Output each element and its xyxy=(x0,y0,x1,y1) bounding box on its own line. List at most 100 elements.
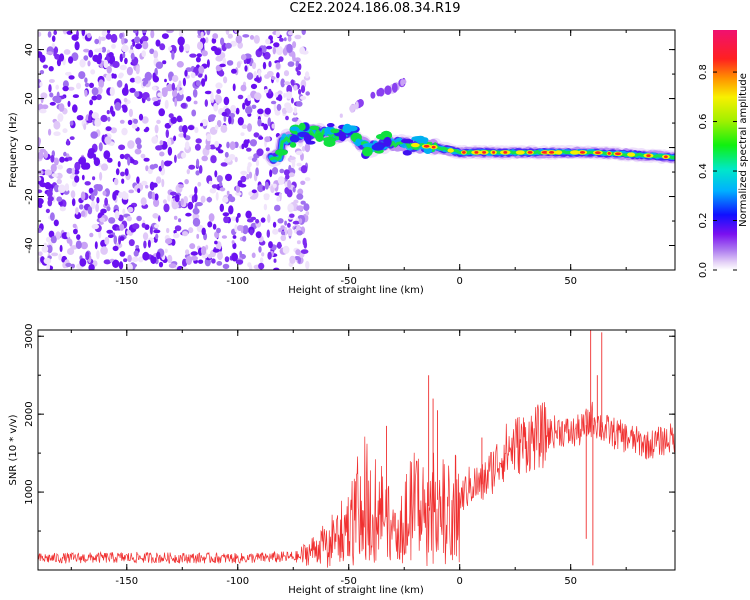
noise-speckle xyxy=(119,236,125,241)
noise-speckle xyxy=(232,83,236,92)
noise-speckle xyxy=(279,168,285,174)
noise-speckle xyxy=(264,136,271,143)
noise-speckle xyxy=(107,234,114,239)
noise-speckle xyxy=(207,221,213,228)
hot-spot xyxy=(431,145,436,149)
noise-speckle xyxy=(106,206,111,212)
y-tick-label: 3000 xyxy=(24,324,35,349)
noise-speckle xyxy=(165,238,173,245)
noise-speckle xyxy=(195,56,201,63)
noise-speckle xyxy=(258,136,264,140)
noise-speckle xyxy=(182,125,188,134)
noise-speckle xyxy=(111,110,116,117)
noise-speckle xyxy=(134,76,142,84)
noise-speckle xyxy=(56,178,62,185)
noise-speckle xyxy=(75,82,82,90)
noise-speckle xyxy=(264,107,271,115)
noise-speckle xyxy=(126,66,133,76)
noise-speckle xyxy=(263,203,268,211)
noise-speckle xyxy=(162,199,167,204)
noise-speckle xyxy=(287,228,293,237)
noise-speckle xyxy=(114,178,119,186)
noise-speckle xyxy=(274,204,281,212)
noise-speckle xyxy=(222,263,230,270)
noise-speckle xyxy=(206,133,212,142)
noise-speckle xyxy=(152,86,157,91)
noise-speckle xyxy=(67,156,73,161)
noise-speckle xyxy=(62,80,69,88)
noise-speckle xyxy=(138,113,144,121)
ridge-blob xyxy=(323,138,336,147)
hot-spot-halo xyxy=(627,152,636,157)
noise-speckle xyxy=(296,230,303,236)
ridge-blob xyxy=(275,149,288,156)
noise-speckle xyxy=(167,160,173,165)
colorbar xyxy=(713,30,737,270)
noise-speckle xyxy=(105,33,112,40)
noise-speckle xyxy=(88,49,94,58)
top-y-axis-label: Frequency (Hz) xyxy=(8,112,19,188)
noise-speckle xyxy=(118,144,126,151)
noise-speckle xyxy=(230,40,238,47)
noise-speckle xyxy=(296,205,304,211)
noise-speckle xyxy=(301,30,306,36)
colorbar-tick-label: 0.0 xyxy=(698,262,709,278)
noise-speckle xyxy=(200,195,206,203)
noise-speckle xyxy=(250,83,258,90)
noise-speckle xyxy=(265,147,270,152)
noise-speckle xyxy=(159,140,164,146)
spectrogram-heatmap xyxy=(38,30,675,270)
noise-speckle xyxy=(176,61,184,68)
noise-speckle xyxy=(84,77,88,83)
noise-speckle xyxy=(272,228,279,235)
noise-speckle xyxy=(224,157,232,163)
noise-speckle xyxy=(273,258,277,263)
noise-speckle xyxy=(216,89,222,94)
noise-speckle xyxy=(293,106,298,114)
noise-speckle xyxy=(171,82,176,91)
noise-speckle xyxy=(93,184,102,190)
x-tick-label: -50 xyxy=(341,576,357,587)
noise-speckle xyxy=(198,65,205,74)
noise-speckle xyxy=(303,203,310,212)
noise-speckle xyxy=(251,189,257,194)
noise-speckle xyxy=(247,162,252,168)
noise-speckle xyxy=(38,137,41,147)
ridge-blob xyxy=(342,123,353,134)
noise-speckle xyxy=(62,85,69,92)
noise-speckle xyxy=(216,227,221,234)
noise-speckle xyxy=(172,74,179,83)
noise-speckle xyxy=(102,190,107,196)
noise-speckle xyxy=(300,200,306,205)
noise-speckle xyxy=(98,229,102,239)
noise-speckle xyxy=(38,198,44,205)
noise-speckle xyxy=(86,32,92,39)
noise-speckle xyxy=(157,215,161,222)
noise-speckle xyxy=(235,192,242,196)
noise-speckle xyxy=(53,219,59,227)
noise-speckle xyxy=(279,37,284,42)
noise-speckle xyxy=(225,173,232,182)
noise-speckle xyxy=(39,81,43,87)
noise-speckle xyxy=(287,61,295,67)
noise-speckle xyxy=(289,255,296,264)
ridge-blob xyxy=(298,122,306,131)
hot-spot xyxy=(423,144,430,148)
noise-speckle xyxy=(246,72,254,80)
noise-speckle xyxy=(296,193,304,200)
noise-speckle xyxy=(158,261,164,268)
branch-blob xyxy=(349,105,355,112)
noise-speckle xyxy=(214,124,219,130)
noise-speckle xyxy=(89,99,93,106)
noise-speckle xyxy=(150,255,157,264)
ridge-blob xyxy=(326,123,335,128)
noise-speckle xyxy=(220,124,228,133)
noise-speckle xyxy=(284,220,287,226)
noise-speckle xyxy=(235,216,239,223)
noise-speckle xyxy=(104,136,112,145)
noise-speckle xyxy=(59,53,65,62)
noise-speckle xyxy=(76,234,81,241)
noise-speckle xyxy=(274,109,281,116)
noise-speckle xyxy=(240,170,248,175)
noise-speckle xyxy=(72,94,79,98)
